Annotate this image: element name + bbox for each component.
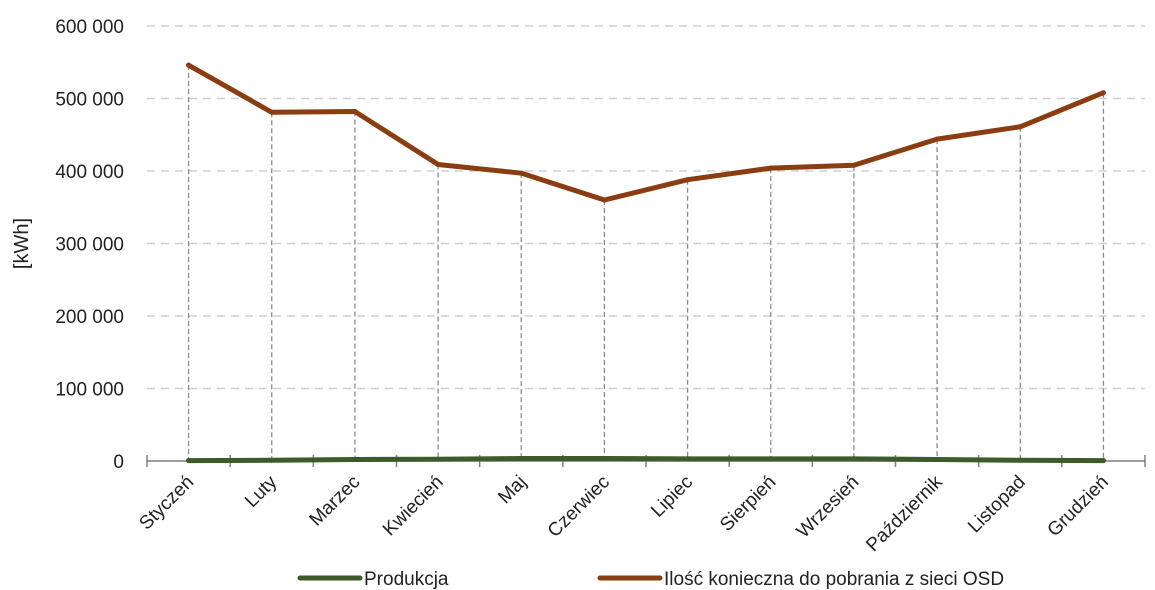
data-point (1100, 90, 1106, 96)
gridlines (147, 25, 1145, 390)
drop-lines (187, 65, 1105, 461)
x-tick-label: Czerwiec (544, 472, 614, 542)
data-point (1017, 457, 1023, 463)
data-point (352, 457, 358, 463)
series-lines (186, 62, 1106, 464)
y-tick-label: 500 000 (55, 90, 124, 111)
legend-label: Ilość konieczna do pobrania z sieci OSD (664, 569, 1004, 590)
data-point (518, 455, 524, 461)
x-tick-label: Kwiecień (379, 472, 448, 541)
data-point (435, 161, 441, 167)
x-tick-label: Lipiec (647, 472, 697, 522)
x-tick-label: Luty (241, 471, 282, 512)
data-point (352, 109, 358, 115)
y-tick-label: 400 000 (55, 162, 124, 183)
x-tick-label: Wrzesień (793, 472, 864, 543)
y-tick-label: 100 000 (55, 380, 124, 401)
x-tick-label: Listopad (964, 472, 1030, 538)
x-tick-label: Październik (862, 471, 947, 556)
data-point (186, 458, 192, 464)
data-point (601, 197, 607, 203)
data-point (851, 162, 857, 168)
x-axis-labels: Styczeń Luty Marzec Kwiecień Maj Czerwiec Lipi… (135, 471, 1112, 556)
data-point (934, 457, 940, 463)
data-point (435, 456, 441, 462)
data-point (186, 62, 192, 68)
y-tick-label: 200 000 (55, 307, 124, 328)
data-point (768, 165, 774, 171)
data-point (768, 456, 774, 462)
x-tick-label: Grudzień (1044, 472, 1113, 541)
x-tick-label: Maj (494, 472, 531, 509)
y-tick-label: 300 000 (55, 235, 124, 256)
y-axis-label: [kWh] (11, 218, 33, 269)
data-point (685, 177, 691, 183)
data-point (851, 456, 857, 462)
x-tick-label: Sierpień (716, 472, 780, 536)
series-line (186, 455, 1106, 464)
x-tick-label: Styczeń (135, 472, 198, 535)
data-point (1100, 458, 1106, 464)
series-line (186, 62, 1106, 203)
x-tick-label: Marzec (306, 472, 365, 531)
legend: Produkcja Ilość konieczna do pobrania z s… (297, 569, 1004, 590)
data-point (934, 136, 940, 142)
data-point (1017, 124, 1023, 130)
data-point (685, 456, 691, 462)
y-tick-label: 0 (113, 452, 124, 473)
legend-label: Produkcja (364, 569, 449, 590)
data-point (269, 109, 275, 115)
data-point (601, 455, 607, 461)
y-tick-label: 600 000 (55, 17, 124, 38)
data-point (269, 457, 275, 463)
y-axis-ticks: 0 100 000 200 000 300 000 400 000 500 000 600 … (55, 17, 124, 473)
data-point (518, 170, 524, 176)
